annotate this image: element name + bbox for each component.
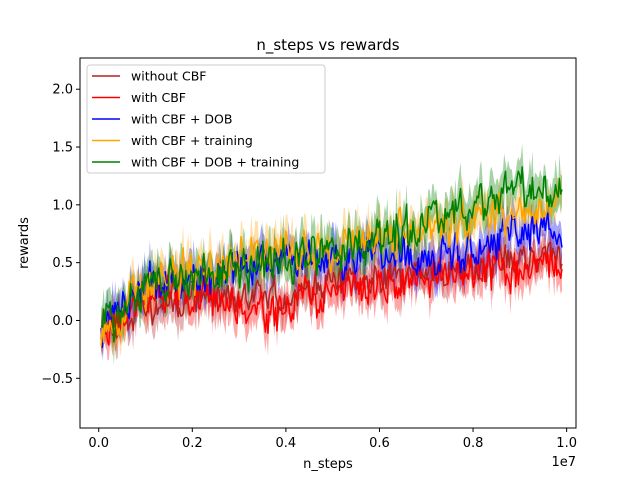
legend: without CBF with CBF with CBF + DOB with CB… — [86, 64, 326, 174]
legend-box — [86, 64, 326, 174]
y-tick-label: 0.5 — [52, 256, 73, 271]
x-tick-label: 0.2 — [182, 436, 203, 451]
legend-entries: without CBF with CBF with CBF + DOB with CB… — [92, 69, 299, 170]
series-line-4 — [100, 166, 563, 343]
legend-label: with CBF + DOB + training — [131, 155, 299, 170]
y-tick-label: 1.0 — [52, 198, 73, 213]
series-band-4 — [101, 143, 562, 366]
x-axis-label: n_steps — [303, 457, 353, 472]
x-tick-label: 0.6 — [369, 436, 390, 451]
x-tick-label: 1.0 — [556, 436, 577, 451]
legend-label: with CBF — [131, 90, 186, 105]
x-tick-label: 0.8 — [463, 436, 484, 451]
x-axis-ticks: 0.0 0.2 0.4 0.6 0.8 1.0 — [88, 428, 577, 451]
legend-label: without CBF — [131, 69, 206, 84]
y-tick-label: 1.5 — [52, 141, 73, 156]
x-tick-label: 0.4 — [276, 436, 297, 451]
x-axis-offset-label: 1e7 — [551, 455, 576, 470]
y-axis-label: rewards — [17, 217, 32, 269]
series-layer — [100, 143, 563, 366]
series-line-1 — [100, 245, 563, 346]
y-tick-label: −0.5 — [41, 372, 73, 387]
x-tick-label: 0.0 — [88, 436, 109, 451]
y-axis-ticks: −0.5 0.0 0.5 1.0 1.5 2.0 — [41, 83, 80, 387]
legend-label: with CBF + DOB — [131, 112, 232, 127]
y-tick-label: 2.0 — [52, 83, 73, 98]
axes-frame — [79, 57, 577, 429]
y-tick-label: 0.0 — [52, 314, 73, 329]
chart-title: n_steps vs rewards — [256, 36, 399, 55]
series-band-2 — [101, 192, 562, 361]
legend-label: with CBF + training — [131, 133, 253, 148]
